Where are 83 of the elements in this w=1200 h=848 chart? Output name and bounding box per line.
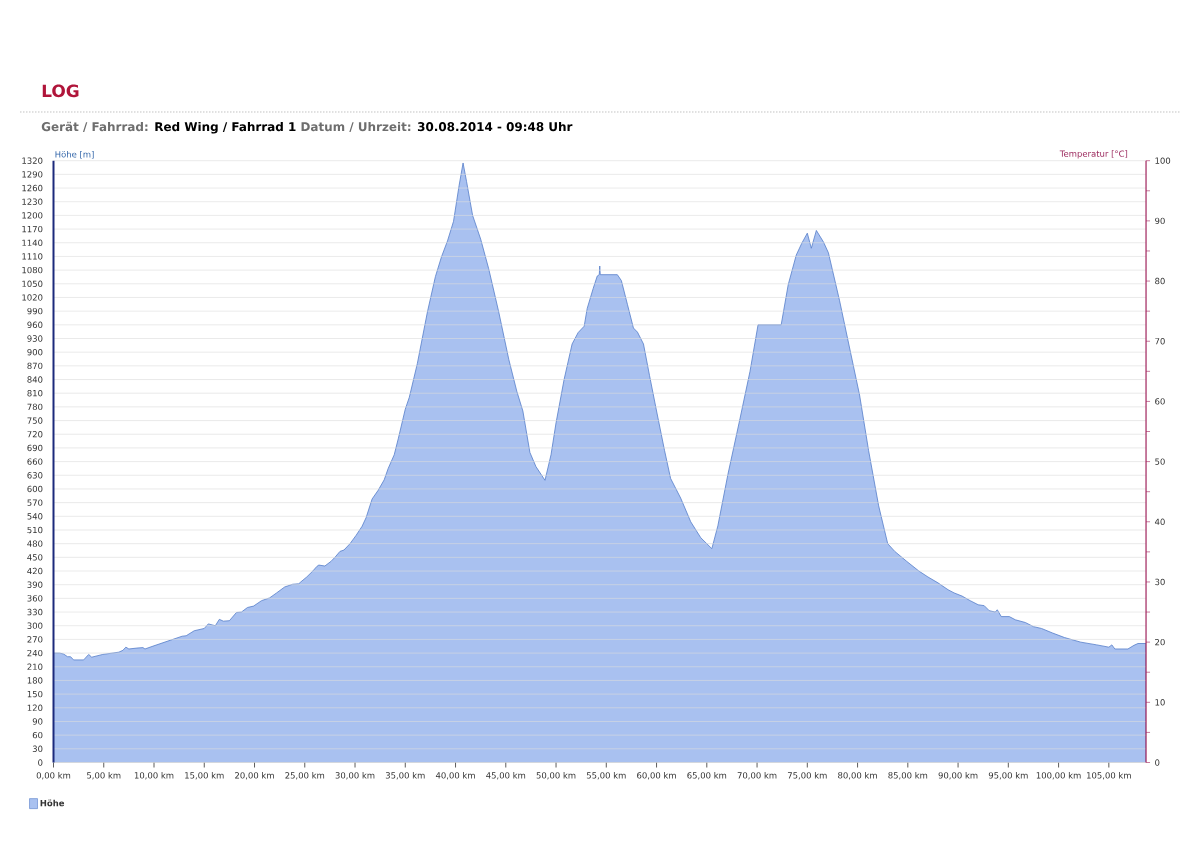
y-tick-label: 1140 xyxy=(22,239,43,246)
y-tick-label: 300 xyxy=(27,622,43,629)
y-tick-label: 210 xyxy=(27,663,43,670)
y-tick-label: 1110 xyxy=(22,253,43,260)
y2-tick-label: 100 xyxy=(1155,157,1171,164)
x-tick-label: 10,00 km xyxy=(134,772,174,780)
y-tick-label: 840 xyxy=(27,376,43,383)
x-tick-label: 90,00 km xyxy=(938,772,978,780)
y-tick-label: 1170 xyxy=(22,225,43,233)
y-tick-label: 600 xyxy=(27,485,43,493)
y-tick-label: 180 xyxy=(27,677,43,684)
y-tick-label: 0 xyxy=(38,759,43,766)
x-tick-label: 25,00 km xyxy=(285,772,325,780)
y-tick-label: 540 xyxy=(27,513,43,520)
y-tick-label: 1080 xyxy=(22,266,43,274)
y2-tick-label: 80 xyxy=(1155,277,1165,285)
y-tick-label: 240 xyxy=(27,649,43,657)
y-tick-label: 930 xyxy=(27,335,43,342)
y-tick-label: 750 xyxy=(27,417,43,424)
chart-title: LOG xyxy=(42,84,79,98)
y-tick-label: 1230 xyxy=(22,198,43,205)
x-tick-label: 15,00 km xyxy=(185,772,224,780)
y-axis-title: Höhe [m] xyxy=(55,150,94,159)
x-tick-label: 85,00 km xyxy=(888,772,928,780)
y-tick-label: 990 xyxy=(27,307,43,315)
x-tick-label: 60,00 km xyxy=(637,772,676,780)
y2-tick-label: 40 xyxy=(1154,518,1165,525)
y2-tick-label: 30 xyxy=(1155,578,1165,586)
y-tick-label: 1050 xyxy=(22,280,43,287)
y-tick-label: 480 xyxy=(27,540,43,547)
x-tick-label: 50,00 km xyxy=(536,772,576,780)
y-tick-label: 390 xyxy=(27,581,43,588)
y-tick-label: 630 xyxy=(27,472,43,479)
y-tick-label: 510 xyxy=(27,526,43,534)
y2-tick-label: 70 xyxy=(1155,338,1165,345)
y-tick-label: 450 xyxy=(27,554,43,561)
y-tick-label: 720 xyxy=(27,431,43,438)
y-tick-label: 1320 xyxy=(22,157,43,164)
y-tick-label: 30 xyxy=(32,745,43,753)
y2-tick-label: 60 xyxy=(1155,398,1165,405)
x-tick-label: 70,00 km xyxy=(737,772,777,780)
x-tick-label: 80,00 km xyxy=(838,772,877,780)
y2-tick-label: 10 xyxy=(1155,699,1165,706)
legend-label: Höhe xyxy=(40,799,65,807)
y-tick-label: 1260 xyxy=(22,184,43,192)
y-tick-label: 150 xyxy=(27,690,43,698)
y2-tick-label: 0 xyxy=(1155,759,1160,766)
y-tick-label: 660 xyxy=(27,458,43,465)
x-tick-label: 95,00 km xyxy=(988,772,1028,780)
y2-tick-label: 20 xyxy=(1155,638,1165,646)
x-tick-label: 0,00 km xyxy=(36,772,71,780)
y-tick-label: 780 xyxy=(27,403,43,411)
y-tick-label: 960 xyxy=(27,321,43,329)
chart-subtitle: Gerät / Fahrrad: Red Wing / Fahrrad 1 Datum / Uhrzeit: 30.08.2014 - 09:48 Uhr xyxy=(41,121,573,134)
x-tick-label: 65,00 km xyxy=(687,772,727,780)
x-tick-label: 35,00 km xyxy=(385,772,425,780)
x-tick-label: 5,00 km xyxy=(87,772,121,780)
x-tick-label: 55,00 km xyxy=(586,772,626,780)
x-tick-label: 75,00 km xyxy=(787,772,827,780)
y-tick-label: 90 xyxy=(32,718,43,725)
y-tick-label: 1290 xyxy=(22,171,43,178)
y-tick-label: 810 xyxy=(27,390,43,397)
y2-tick-label: 90 xyxy=(1155,217,1165,225)
x-tick-label: 105,00 km xyxy=(1087,772,1131,780)
x-tick-label: 45,00 km xyxy=(486,772,526,780)
y-tick-label: 1020 xyxy=(22,294,43,301)
y2-axis-title: Temperatur [°C] xyxy=(1059,150,1128,159)
x-tick-label: 100,00 km xyxy=(1036,772,1081,780)
y-tick-label: 120 xyxy=(27,704,43,711)
x-tick-label: 30,00 km xyxy=(335,772,375,780)
y-tick-label: 330 xyxy=(27,608,43,616)
y2-tick-label: 50 xyxy=(1155,458,1165,465)
y-tick-label: 870 xyxy=(27,362,43,370)
x-tick-label: 20,00 km xyxy=(235,772,274,780)
y-tick-label: 420 xyxy=(27,567,43,575)
y-tick-label: 900 xyxy=(27,348,43,356)
y-tick-label: 60 xyxy=(32,731,43,739)
y-tick-label: 570 xyxy=(27,499,43,506)
y-tick-label: 690 xyxy=(27,444,43,452)
y-tick-label: 360 xyxy=(27,595,43,602)
x-tick-label: 40,00 km xyxy=(435,772,475,780)
y-tick-label: 1200 xyxy=(22,212,43,219)
y-tick-label: 270 xyxy=(27,636,43,643)
